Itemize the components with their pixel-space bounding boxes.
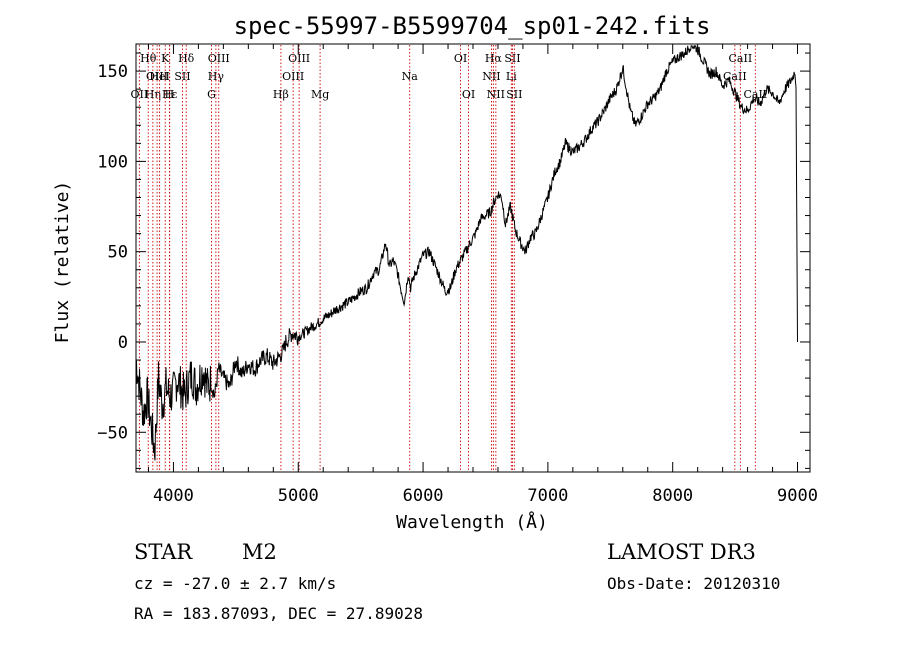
line-label-25: SII [506, 88, 522, 101]
coordinates: RA = 183.87093, DEC = 27.89028 [134, 604, 423, 623]
object-subclass: M2 [242, 540, 277, 564]
line-label-2: K [161, 52, 170, 65]
line-label-28: CaII [743, 88, 767, 101]
line-label-21: Hα [485, 52, 503, 65]
line-label-22: NII [487, 88, 505, 101]
line-label-18: OI [454, 52, 467, 65]
line-label-14: OIII [282, 70, 304, 83]
y-tick-label-150: 150 [97, 62, 128, 82]
survey-name: LAMOST DR3 [607, 540, 756, 564]
line-label-20: NII [482, 70, 500, 83]
line-label-0: Hθ [140, 52, 157, 65]
redshift-cz: cz = -27.0 ± 2.7 km/s [134, 574, 337, 593]
x-axis-label: Wavelength (Å) [396, 511, 548, 533]
line-label-6: OIII [146, 70, 168, 83]
line-label-23: Li [506, 70, 517, 83]
y-axis-label: Flux (relative) [52, 181, 73, 344]
y-tick-label-0: 0 [118, 333, 128, 353]
plot-frame [135, 43, 811, 473]
line-label-12: OIII [208, 52, 230, 65]
line-label-5: Hη [145, 88, 161, 101]
spectrum-series [135, 44, 798, 461]
x-tick-label-5000: 5000 [278, 486, 319, 506]
line-label-27: CaII [729, 52, 753, 65]
x-tick-label-9000: 9000 [777, 486, 818, 506]
x-tick-label-7000: 7000 [527, 486, 568, 506]
chart-title: spec-55997-B5599704_sp01-242.fits [234, 12, 711, 40]
line-label-17: Na [402, 70, 419, 83]
y-tick-label-100: 100 [97, 152, 128, 172]
x-axis-ticks: 4000 5000 6000 7000 8000 9000 [147, 44, 818, 506]
line-label-8: SII [174, 70, 190, 83]
spectrum-line [135, 44, 798, 461]
x-tick-label-8000: 8000 [652, 486, 693, 506]
line-label-7: HeI [149, 70, 169, 83]
line-label-24: SII [504, 52, 520, 65]
line-label-15: OIII [288, 52, 310, 65]
line-label-13: Hβ [273, 88, 289, 101]
line-label-4: H [165, 88, 175, 101]
y-tick-label--50: −50 [97, 423, 128, 443]
y-tick-label-50: 50 [108, 243, 128, 263]
line-label-11: Hγ [208, 70, 225, 83]
y-axis-ticks: −50 0 50 100 150 [97, 52, 810, 469]
line-label-1: OII [131, 88, 149, 101]
line-label-19: OI [462, 88, 475, 101]
x-tick-label-4000: 4000 [153, 486, 194, 506]
obs-date: Obs-Date: 20120310 [607, 574, 781, 593]
line-label-9: Hδ [178, 52, 195, 65]
x-tick-label-6000: 6000 [403, 486, 444, 506]
line-label-10: G [207, 88, 216, 101]
object-class: STAR [134, 540, 193, 564]
line-label-16: Mg [311, 88, 329, 101]
